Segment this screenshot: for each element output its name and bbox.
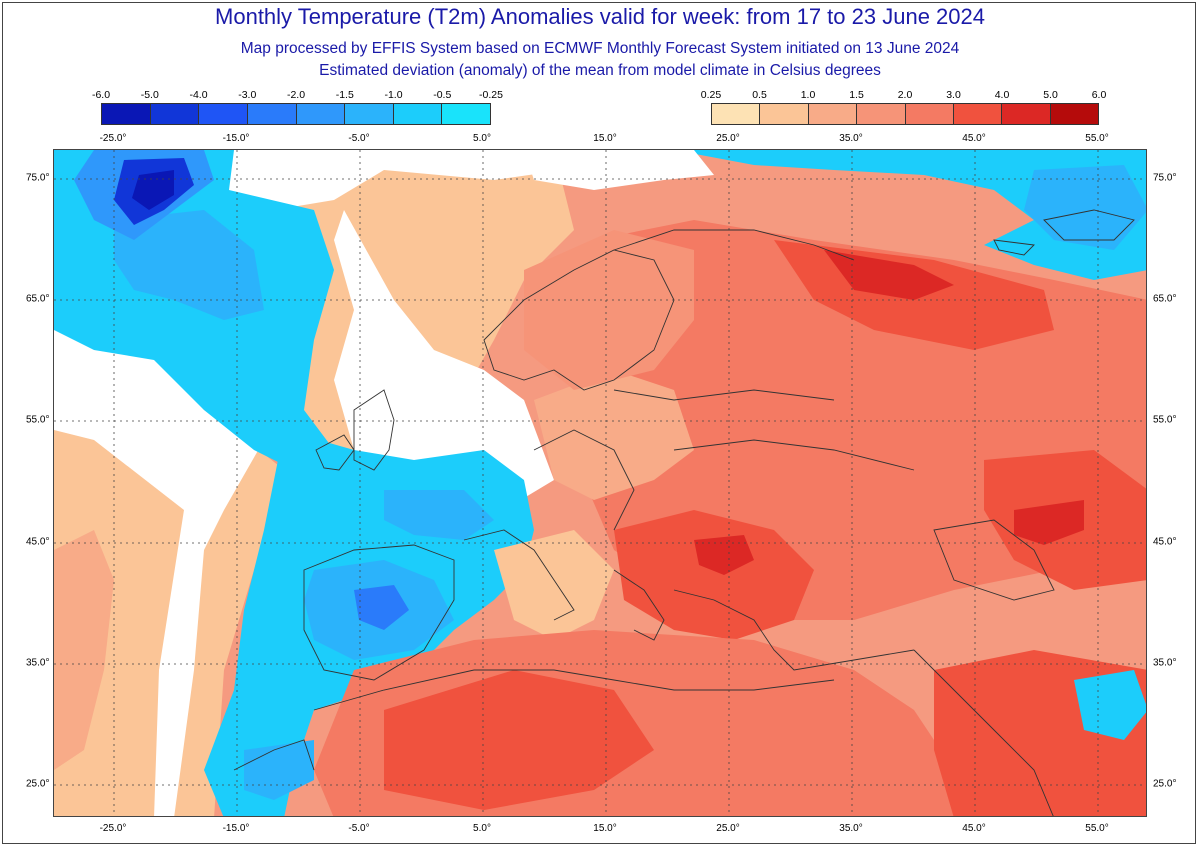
legend-swatch bbox=[760, 104, 809, 124]
longitude-label: 15.0° bbox=[593, 823, 617, 834]
anomaly-map-svg bbox=[54, 150, 1146, 816]
latitude-label: 45.0° bbox=[1153, 536, 1177, 548]
legend-tick-label: 0.25 bbox=[700, 89, 722, 101]
legend-tick-label: -0.5 bbox=[433, 89, 452, 101]
biscay-cold bbox=[384, 490, 494, 540]
legend-tick-label: -1.0 bbox=[384, 89, 403, 101]
longitude-label: -25.0° bbox=[99, 823, 127, 834]
balkans-warm-deep bbox=[694, 535, 754, 575]
longitude-label: -15.0° bbox=[222, 133, 250, 144]
legend-tick-label: 2.0 bbox=[897, 89, 913, 101]
legend-swatch bbox=[102, 104, 151, 124]
legend-swatch bbox=[905, 104, 954, 124]
legend-tick-label: 1.5 bbox=[849, 89, 864, 101]
near-zero-band-central bbox=[334, 210, 554, 510]
coastlines bbox=[233, 209, 1135, 816]
latitude-label: 65.0° bbox=[26, 293, 50, 305]
longitude-label: 35.0° bbox=[839, 133, 863, 144]
cold-anomaly-legend bbox=[101, 103, 491, 125]
mediterranean-light bbox=[494, 530, 614, 640]
russia-warm-deep bbox=[824, 250, 954, 300]
legend-tick-label: 5.0 bbox=[1043, 89, 1058, 101]
latitude-label: 55.0° bbox=[26, 414, 50, 426]
legend-swatch bbox=[857, 104, 906, 124]
longitude-label: -25.0° bbox=[99, 133, 127, 144]
barents-cold-core bbox=[1024, 165, 1146, 250]
legend-tick-label: 0.5 bbox=[752, 89, 767, 101]
longitude-label: 25.0° bbox=[716, 823, 740, 834]
map-subtitle-processing: Map processed by EFFIS System based on E… bbox=[240, 40, 960, 57]
legend-swatch bbox=[1002, 104, 1051, 124]
legend-swatch bbox=[953, 104, 1003, 124]
longitude-label: 5.0° bbox=[473, 823, 491, 834]
legend-swatch bbox=[199, 104, 248, 124]
longitude-label: -5.0° bbox=[348, 823, 370, 834]
north-atlantic-cold-core bbox=[114, 210, 264, 320]
latitude-label: 75.0° bbox=[1153, 172, 1177, 184]
legend-tick-label: 6.0 bbox=[1091, 89, 1107, 101]
latitude-label: 25.0° bbox=[26, 778, 50, 790]
atlantic-south-warm bbox=[54, 530, 114, 770]
latitude-label: 35.0° bbox=[1153, 657, 1177, 669]
sahara-warm-core bbox=[384, 670, 654, 810]
balkans-warm bbox=[614, 510, 814, 640]
near-zero-band-west bbox=[54, 310, 264, 816]
legend-swatch bbox=[442, 104, 490, 124]
longitude-label: 15.0° bbox=[593, 133, 617, 144]
greenland-cold-deep bbox=[132, 170, 174, 210]
legend-swatch bbox=[150, 104, 200, 124]
legend-swatch bbox=[345, 104, 394, 124]
legend-tick-label: -2.0 bbox=[286, 89, 306, 101]
scandinavia-warm bbox=[524, 230, 694, 390]
iran-cold bbox=[1074, 670, 1146, 740]
central-europe-warm bbox=[534, 370, 694, 500]
legend-tick-label: -1.5 bbox=[335, 89, 354, 101]
morocco-cold bbox=[244, 740, 314, 800]
latitude-label: 45.0° bbox=[26, 536, 50, 548]
legend-swatch bbox=[712, 104, 761, 124]
longitude-label: 5.0° bbox=[473, 133, 491, 144]
iberia-cold-deep bbox=[354, 585, 409, 630]
longitude-label: -15.0° bbox=[222, 823, 250, 834]
legend-tick-label: 4.0 bbox=[994, 89, 1010, 101]
warm-anomaly-legend bbox=[711, 103, 1099, 125]
legend-tick-label: -3.0 bbox=[238, 89, 257, 101]
legend-tick-label: -5.0 bbox=[140, 89, 159, 101]
legend-tick-label: -6.0 bbox=[91, 89, 111, 101]
near-zero-band-north bbox=[224, 150, 564, 210]
legend-tick-label: -0.25 bbox=[479, 89, 503, 101]
latitude-label: 25.0° bbox=[1153, 778, 1177, 790]
longitude-label: -5.0° bbox=[348, 133, 370, 144]
longitude-label: 45.0° bbox=[962, 823, 986, 834]
map-title: Monthly Temperature (T2m) Anomalies vali… bbox=[215, 4, 985, 29]
legend-tick-label: -4.0 bbox=[189, 89, 208, 101]
kazakh-warm-deep bbox=[1014, 500, 1084, 545]
legend-tick-label: 1.0 bbox=[800, 89, 816, 101]
legend-tick-label: 3.0 bbox=[946, 89, 961, 101]
longitude-label: 35.0° bbox=[839, 823, 863, 834]
longitude-label: 45.0° bbox=[962, 133, 986, 144]
longitude-label: 55.0° bbox=[1085, 823, 1109, 834]
anomaly-map[interactable] bbox=[53, 149, 1147, 817]
legend-swatch bbox=[247, 104, 297, 124]
longitude-label: 55.0° bbox=[1085, 133, 1109, 144]
barents-cold bbox=[674, 150, 1146, 280]
longitude-label: 25.0° bbox=[716, 133, 740, 144]
legend-swatch bbox=[1050, 104, 1098, 124]
arctic-near-zero bbox=[524, 150, 714, 190]
legend-swatch bbox=[808, 104, 858, 124]
latitude-label: 55.0° bbox=[1153, 414, 1177, 426]
latitude-label: 65.0° bbox=[1153, 293, 1177, 305]
map-subtitle-units: Estimated deviation (anomaly) of the mea… bbox=[319, 62, 881, 79]
graticule bbox=[54, 150, 1146, 816]
legend-swatch bbox=[296, 104, 346, 124]
latitude-label: 35.0° bbox=[26, 657, 50, 669]
legend-swatch bbox=[393, 104, 443, 124]
latitude-label: 75.0° bbox=[26, 172, 50, 184]
